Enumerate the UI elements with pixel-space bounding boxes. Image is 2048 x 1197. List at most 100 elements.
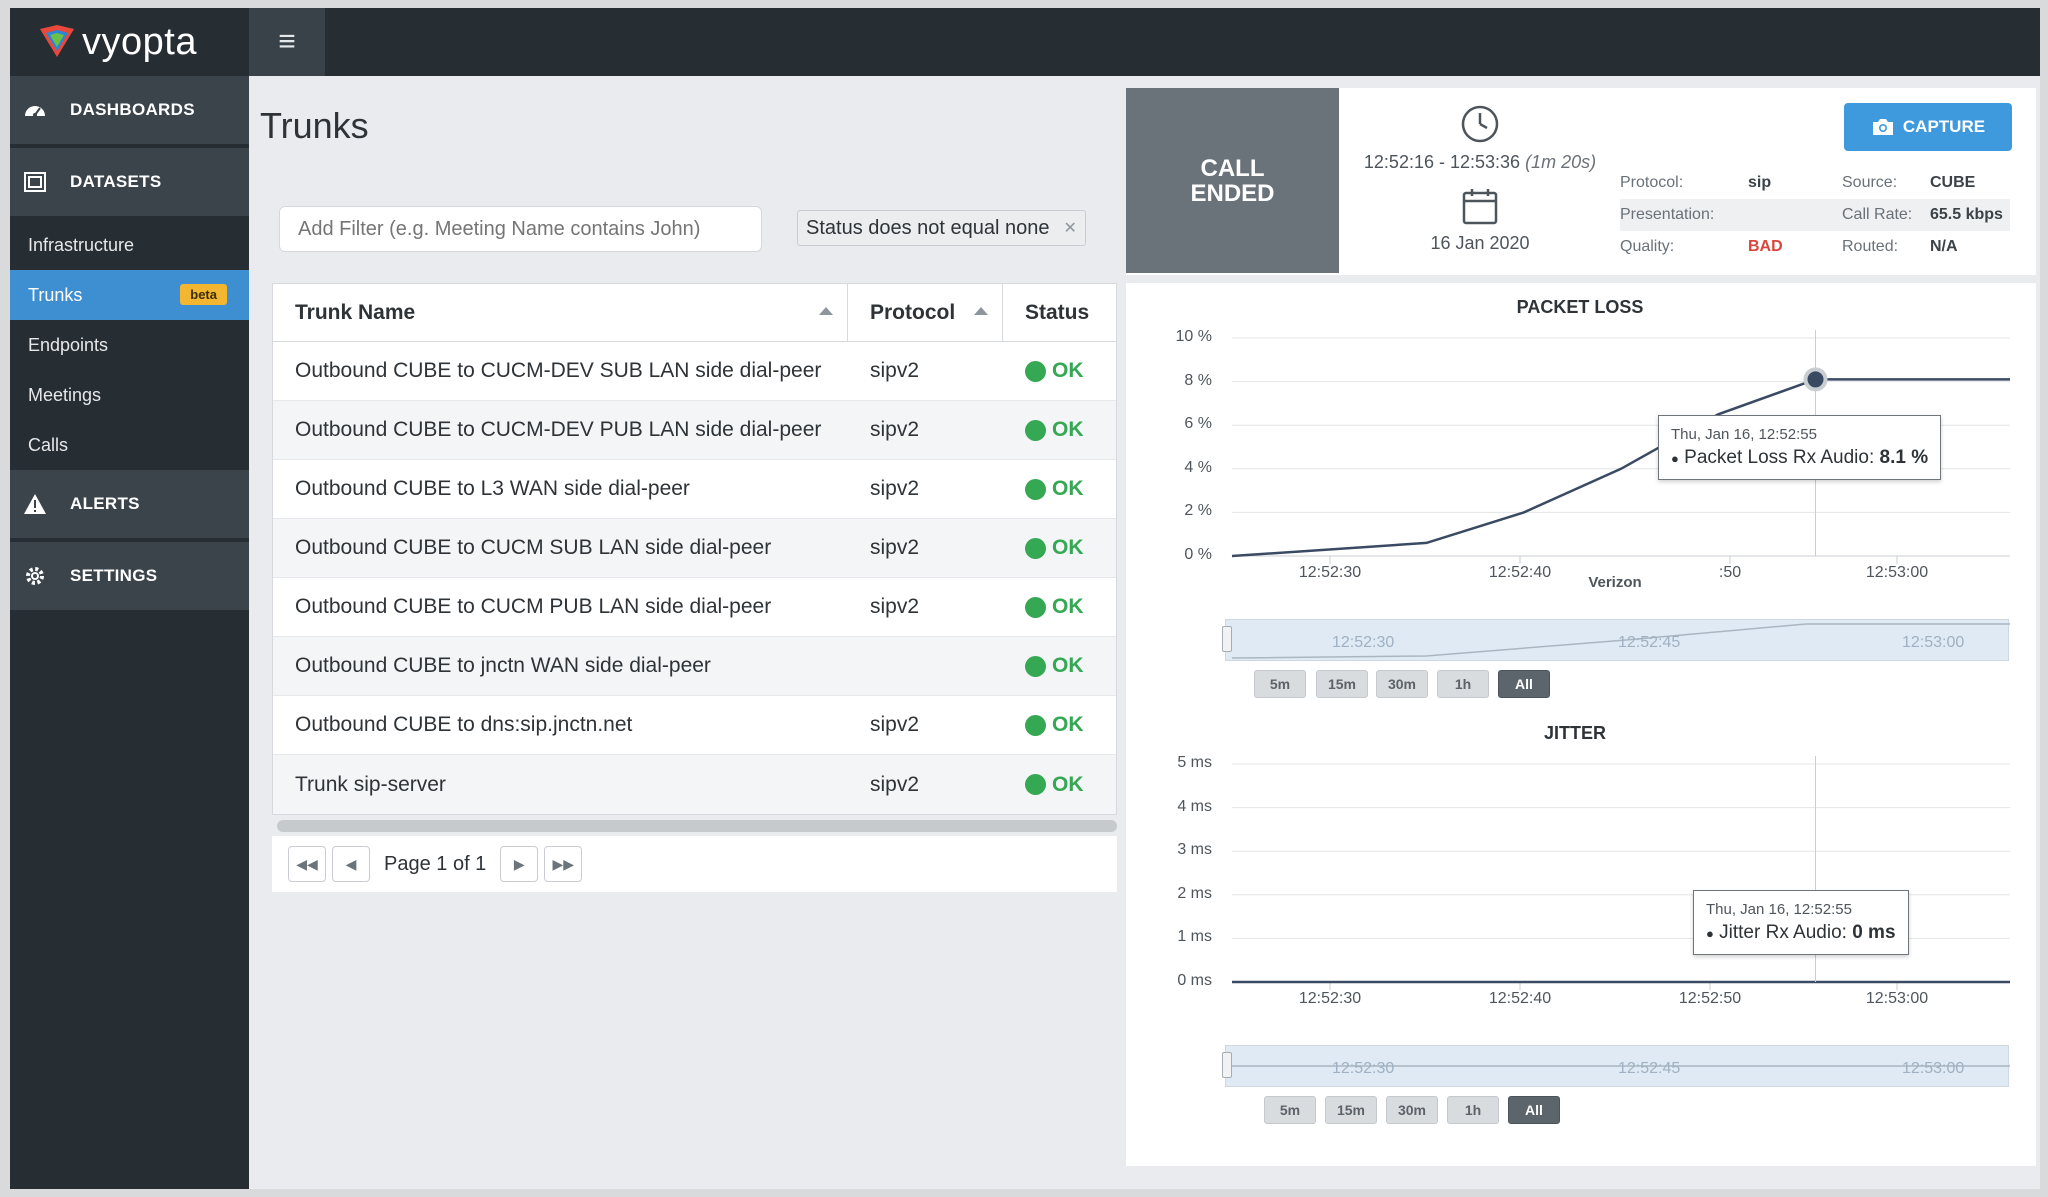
range-5m-button[interactable]: 5m (1254, 670, 1306, 698)
call-meta: Protocol: sip Source: CUBE Presentation:… (1620, 167, 2010, 263)
cell-protocol: sipv2 (870, 477, 920, 500)
call-state-line1: CALL (1200, 154, 1265, 182)
nav-settings[interactable]: SETTINGS (10, 542, 249, 614)
column-header-protocol[interactable]: Protocol (848, 284, 1003, 341)
last-page-button[interactable]: ▶▶ (544, 846, 583, 882)
range-all-button[interactable]: All (1498, 670, 1550, 698)
status-ok-icon (1025, 537, 1046, 559)
y-tick-label: 1 ms (1177, 928, 1212, 946)
nav-datasets-label: DATASETS (70, 172, 162, 191)
nav-dashboards[interactable]: DASHBOARDS (10, 76, 249, 148)
status-text: OK (1052, 536, 1084, 559)
jitter-plot[interactable] (1228, 756, 2010, 996)
navigator-left-handle[interactable] (1222, 626, 1232, 652)
range-30m-button[interactable]: 30m (1386, 1096, 1438, 1124)
cell-trunk-name: Outbound CUBE to CUCM-DEV PUB LAN side d… (295, 418, 822, 441)
status-text: OK (1052, 359, 1084, 382)
table-row[interactable]: Outbound CUBE to CUCM SUB LAN side dial-… (273, 519, 1116, 578)
navigator-tick: 12:52:30 (1332, 1060, 1395, 1077)
sidebar-item-infrastructure[interactable]: Infrastructure (10, 220, 249, 270)
y-tick-label: 5 ms (1177, 754, 1212, 771)
menu-toggle-button[interactable]: ≡ (249, 8, 325, 76)
status-text: OK (1052, 772, 1084, 796)
y-tick-label: 3 ms (1177, 841, 1212, 859)
routed-value: N/A (1930, 238, 1958, 255)
x-tick-label: :50 (1718, 564, 1742, 581)
double-chevron-right-icon: ▶▶ (552, 855, 575, 872)
range-30m-button[interactable]: 30m (1376, 670, 1428, 698)
beta-badge: beta (180, 284, 227, 305)
first-page-button[interactable]: ◀◀ (288, 846, 326, 882)
cell-status: OK (1003, 342, 1116, 400)
sidebar-item-endpoints[interactable]: Endpoints (10, 320, 249, 370)
table-row[interactable]: Outbound CUBE to dns:sip.jnctn.net sipv2 O… (273, 696, 1116, 755)
y-tick-label: 6 % (1184, 415, 1212, 433)
table-row[interactable]: Outbound CUBE to CUCM PUB LAN side dial-… (273, 578, 1116, 637)
call-duration: (1m 20s) (1525, 152, 1597, 172)
remove-filter-icon[interactable]: ✕ (1063, 220, 1077, 237)
navigator-left-handle[interactable] (1222, 1052, 1232, 1078)
filter-input[interactable] (279, 206, 762, 252)
column-header-status[interactable]: Status (1003, 284, 1116, 341)
status-ok-icon (1025, 774, 1046, 795)
range-5m-button[interactable]: 5m (1264, 1096, 1316, 1124)
jitter-navigator[interactable]: 12:52:30 12:52:45 12:53:00 (1222, 1045, 2010, 1087)
status-ok-icon (1025, 360, 1046, 382)
range-all-button[interactable]: All (1508, 1096, 1560, 1124)
page-indicator: Page 1 of 1 (384, 852, 487, 875)
range-15m-button[interactable]: 15m (1325, 1096, 1377, 1124)
navigator-tick: 12:52:30 (1332, 634, 1395, 651)
status-ok-icon (1025, 596, 1046, 618)
tooltip-header: Thu, Jan 16, 12:52:55 (1671, 426, 1817, 443)
tooltip-value: 0 ms (1852, 922, 1896, 943)
routed-key: Routed: (1842, 238, 1899, 255)
cell-protocol: sipv2 (870, 536, 920, 559)
sidebar-item-label: Infrastructure (28, 234, 135, 255)
cell-status: OK (1003, 519, 1116, 577)
range-15m-button[interactable]: 15m (1316, 670, 1368, 698)
call-time-range: 12:52:16 - 12:53:36 (1363, 152, 1521, 172)
range-1h-button[interactable]: 1h (1437, 670, 1489, 698)
hover-point[interactable] (1803, 367, 1828, 392)
active-filter-chip[interactable]: Status does not equal none ✕ (797, 210, 1086, 246)
call-date: 16 Jan 2020 (1430, 233, 1530, 253)
sidebar-item-trunks[interactable]: Trunks beta (10, 270, 249, 320)
sidebar-item-label: Trunks (28, 284, 83, 305)
brand-logo[interactable]: vyopta (10, 8, 249, 76)
table-row[interactable]: Outbound CUBE to L3 WAN side dial-peer si… (273, 460, 1116, 519)
navigator-line (1232, 1065, 2010, 1067)
nav-datasets[interactable]: DATASETS (10, 148, 249, 220)
range-1h-button[interactable]: 1h (1447, 1096, 1499, 1124)
brand-name: vyopta (82, 20, 197, 63)
sidebar-item-calls[interactable]: Calls (10, 420, 249, 470)
x-tick-label: 12:53:00 (1865, 990, 1929, 1007)
y-tick-label: 4 ms (1177, 797, 1212, 815)
status-ok-icon (1025, 419, 1046, 441)
column-header-trunk-name[interactable]: Trunk Name (273, 284, 848, 341)
status-text: OK (1052, 595, 1084, 618)
prev-page-button[interactable]: ◀ (332, 846, 370, 882)
sidebar: DASHBOARDS DATASETS Infrastructure Trunk… (10, 76, 249, 1189)
sidebar-item-meetings[interactable]: Meetings (10, 370, 249, 420)
status-ok-icon (1025, 655, 1046, 677)
call-state-line2: ENDED (1190, 179, 1275, 207)
pagination: ◀◀ ◀ Page 1 of 1 ▶ ▶▶ (272, 836, 1117, 892)
gear-icon (22, 563, 48, 589)
cell-status: OK (1003, 578, 1116, 636)
y-tick-label: 4 % (1184, 458, 1212, 476)
packet-loss-navigator[interactable]: 12:52:30 12:52:45 12:53:00 (1222, 619, 2010, 661)
next-page-button[interactable]: ▶ (500, 846, 539, 882)
table-row[interactable]: Trunk sip-server sipv2 OK (273, 755, 1116, 814)
table-horizontal-scrollbar[interactable] (277, 820, 1117, 832)
dashboard-gauge-icon (22, 97, 48, 123)
table-row[interactable]: Outbound CUBE to CUCM-DEV PUB LAN side d… (273, 401, 1116, 460)
capture-button[interactable]: CAPTURE (1844, 103, 2012, 151)
table-row[interactable]: Outbound CUBE to jnctn WAN side dial-pee… (273, 637, 1116, 696)
cell-protocol (848, 637, 1003, 695)
nav-dashboards-label: DASHBOARDS (70, 100, 195, 119)
table-row[interactable]: Outbound CUBE to CUCM-DEV SUB LAN side d… (273, 342, 1116, 401)
cell-protocol: sipv2 (870, 713, 920, 736)
call-state-badge: CALL ENDED (1126, 88, 1339, 273)
calendar-icon (1355, 187, 1605, 227)
nav-alerts[interactable]: ALERTS (10, 470, 249, 542)
